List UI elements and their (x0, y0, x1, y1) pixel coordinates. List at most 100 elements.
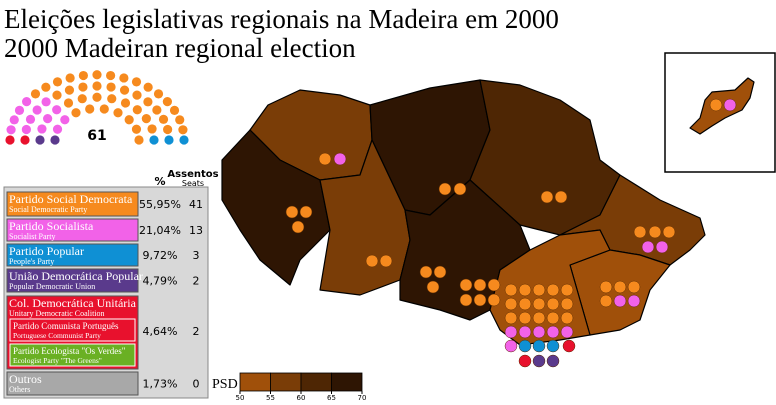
seat-dot (504, 297, 518, 311)
seat (147, 124, 157, 134)
party-name-en: Popular Democratic Union (9, 282, 95, 291)
seat (77, 94, 87, 104)
seat (106, 82, 116, 92)
seat (78, 70, 88, 81)
party-name-en: Others (9, 385, 30, 394)
seat-dot (560, 297, 574, 311)
party-name: Partido Popular (9, 244, 84, 258)
member-name-en: Ecologist Party "The Greens" (13, 356, 102, 365)
seat (52, 90, 62, 100)
seat (78, 82, 88, 92)
party-percent: 4,79% (143, 275, 178, 288)
seat-dot (662, 225, 676, 239)
legend-label: PSD (212, 377, 238, 392)
seat-dot (532, 311, 546, 325)
seat-dot (633, 225, 647, 239)
seat-dot (433, 265, 447, 279)
seat-dot (504, 283, 518, 297)
legend-swatch (300, 372, 332, 392)
seat (124, 115, 134, 125)
seat-dot (518, 339, 532, 353)
seat (92, 81, 102, 91)
seat (52, 124, 63, 134)
percent-header: % (154, 175, 165, 188)
seat-dot (540, 190, 554, 204)
seat (92, 92, 102, 102)
seat-dot (438, 182, 452, 196)
party-seats: 41 (189, 198, 203, 211)
seat (119, 85, 130, 95)
seat (71, 108, 81, 118)
member-name-en: Portuguese Communist Party (13, 331, 101, 340)
seat-dot (648, 225, 662, 239)
legend-swatch (270, 372, 302, 392)
party-seats: 3 (193, 249, 200, 262)
party-box (6, 218, 139, 242)
seat-dot (419, 265, 433, 279)
seat-dot (459, 278, 473, 292)
seat (169, 105, 180, 115)
seat (153, 89, 164, 99)
party-name: União Democrática Popular (9, 269, 143, 283)
seat-dot (518, 283, 532, 297)
party-name: Partido Socialista (9, 219, 94, 233)
seat-dot (613, 280, 627, 294)
seat (92, 70, 102, 80)
seat (107, 94, 117, 104)
seat (60, 115, 70, 125)
subtitle: 2000 Madeiran regional election (4, 33, 356, 63)
seat (134, 135, 144, 145)
seat-dot (291, 220, 305, 234)
seat (5, 135, 15, 145)
seat-dot (504, 325, 518, 339)
legend-tick-label: 65 (327, 394, 336, 402)
seat-dot (333, 152, 347, 166)
total-seats: 61 (87, 128, 106, 144)
seat-dot (487, 278, 501, 292)
seat (65, 73, 75, 83)
party-percent: 55,95% (139, 198, 181, 211)
seat-dot (641, 240, 655, 254)
seat (30, 89, 41, 99)
seat-dot (426, 280, 440, 294)
seat-dot (560, 325, 574, 339)
legend-tick-label: 55 (266, 394, 275, 402)
party-box (6, 268, 139, 293)
seat (99, 104, 109, 114)
seat (37, 124, 47, 134)
seat-dot (613, 294, 627, 308)
seat-dot (473, 293, 487, 307)
seat-dot (560, 283, 574, 297)
party-name-en: Socialist Party (9, 232, 55, 241)
seat (64, 85, 75, 95)
seat-dot (627, 294, 641, 308)
seat-dot (532, 339, 546, 353)
seat (149, 135, 159, 145)
seat-dot (709, 98, 723, 112)
seat (9, 115, 19, 125)
party-box (6, 191, 139, 217)
party-name-en: Unitary Democratic Coalition (9, 309, 105, 318)
seat (141, 114, 151, 124)
member-box (9, 343, 136, 367)
seat (162, 97, 172, 107)
seat (179, 135, 189, 145)
seat (43, 114, 53, 124)
seat (14, 105, 25, 115)
seat (50, 135, 60, 145)
legend-tick-label: 70 (358, 394, 367, 402)
seat (163, 124, 173, 135)
seats-header-en: Seats (182, 179, 204, 188)
title: Eleições legislativas regionais na Madei… (4, 4, 559, 34)
party-box (6, 243, 139, 267)
seat-dot (554, 190, 568, 204)
seat-dot (518, 325, 532, 339)
seats-header: Assentos (167, 169, 218, 180)
party-name: Outros (9, 372, 42, 386)
seat-dot (318, 152, 332, 166)
seat (132, 90, 142, 100)
seat (120, 98, 131, 108)
seat (143, 97, 153, 107)
seat (175, 115, 185, 125)
